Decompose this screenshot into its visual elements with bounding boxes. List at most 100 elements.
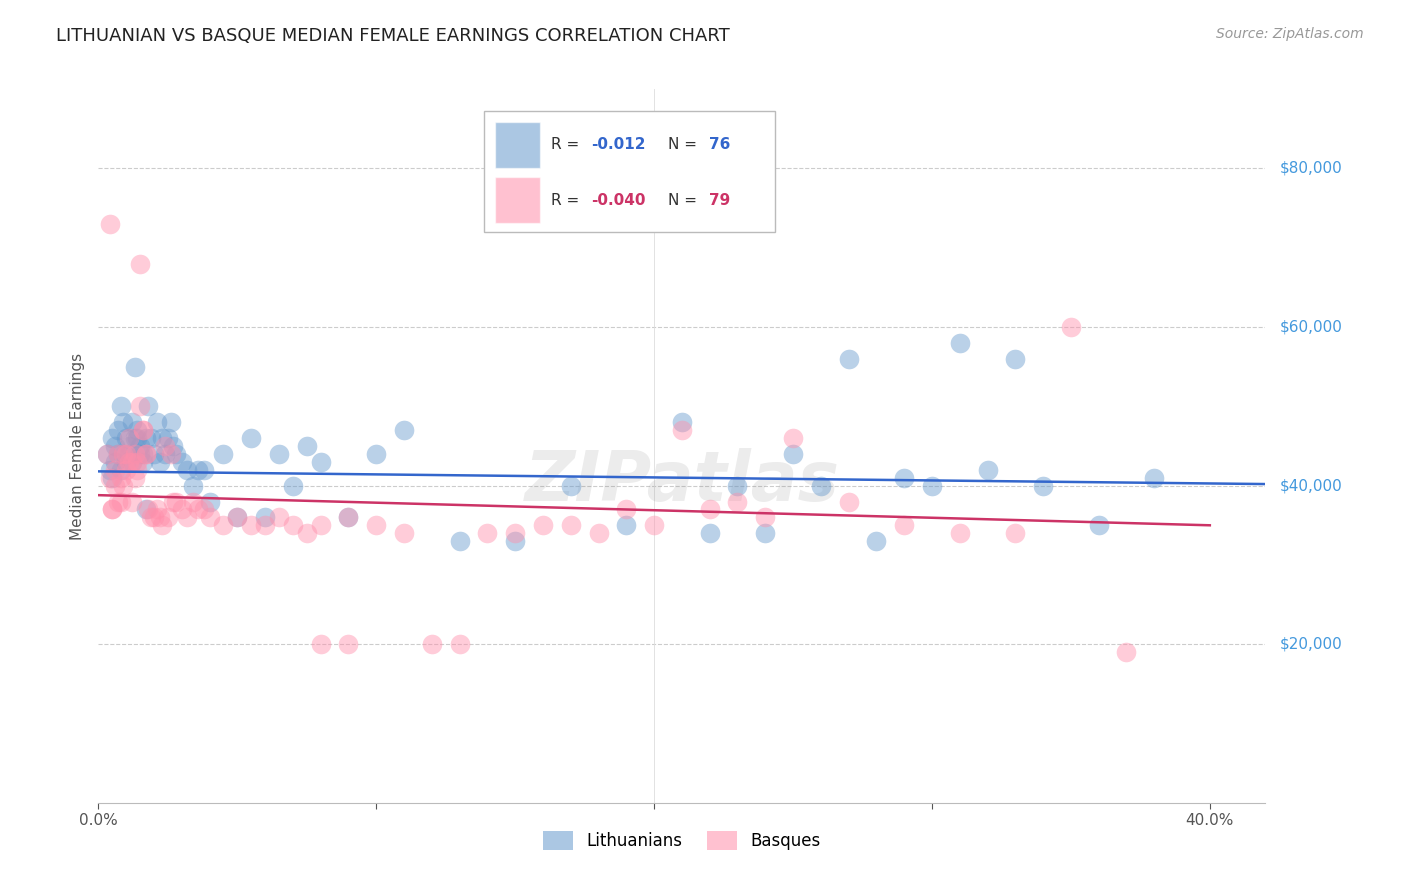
Point [129, 439, 152, 453]
Text: LITHUANIAN VS BASQUE MEDIAN FEMALE EARNINGS CORRELATION CHART: LITHUANIAN VS BASQUE MEDIAN FEMALE EARNI… [56, 27, 730, 45]
Point [181, 478, 204, 492]
Point [107, 494, 129, 508]
Text: R =: R = [551, 193, 585, 208]
Point [115, 463, 138, 477]
Text: -0.012: -0.012 [591, 137, 645, 152]
Point [141, 431, 163, 445]
Point [159, 415, 181, 429]
Point [449, 534, 471, 549]
Point [150, 431, 173, 445]
Point [129, 447, 152, 461]
Point [267, 510, 290, 524]
Point [181, 494, 204, 508]
Point [420, 637, 443, 651]
Point [838, 351, 860, 366]
Point [170, 502, 193, 516]
Point [531, 518, 554, 533]
Point [118, 431, 141, 445]
Point [267, 447, 290, 461]
Point [127, 455, 149, 469]
Point [110, 463, 132, 477]
Point [135, 502, 157, 516]
Point [1004, 526, 1026, 541]
Text: $20,000: $20,000 [1279, 637, 1343, 652]
Point [560, 518, 582, 533]
FancyBboxPatch shape [484, 111, 775, 232]
Point [309, 455, 332, 469]
Text: $80,000: $80,000 [1279, 161, 1343, 176]
Point [643, 518, 665, 533]
Point [98, 471, 121, 485]
Point [281, 518, 304, 533]
Point [107, 447, 129, 461]
Point [671, 423, 693, 437]
Point [101, 431, 124, 445]
Point [449, 637, 471, 651]
Point [1004, 351, 1026, 366]
Point [782, 431, 804, 445]
Point [148, 455, 170, 469]
Point [150, 518, 173, 533]
Point [101, 471, 124, 485]
Point [976, 463, 998, 477]
Point [366, 518, 388, 533]
Point [110, 494, 132, 508]
Point [115, 455, 138, 469]
Point [366, 447, 388, 461]
Point [503, 534, 526, 549]
Point [226, 510, 249, 524]
Point [337, 637, 360, 651]
Text: ZIPatlas: ZIPatlas [524, 448, 839, 516]
Point [921, 478, 943, 492]
Point [138, 400, 160, 414]
Point [1143, 471, 1166, 485]
Point [124, 359, 146, 374]
Point [153, 439, 176, 453]
Point [254, 518, 277, 533]
Point [153, 447, 176, 461]
Point [104, 478, 127, 492]
Point [198, 494, 221, 508]
Point [949, 335, 972, 350]
Point [193, 463, 215, 477]
Point [127, 423, 149, 437]
Point [124, 431, 146, 445]
Point [699, 526, 721, 541]
Point [240, 431, 263, 445]
Point [754, 526, 776, 541]
Point [165, 494, 187, 508]
Point [115, 431, 138, 445]
Point [127, 431, 149, 445]
Point [477, 526, 499, 541]
Point [212, 447, 235, 461]
Point [129, 400, 152, 414]
Point [96, 447, 118, 461]
Point [146, 415, 169, 429]
Point [148, 510, 170, 524]
Point [141, 510, 163, 524]
Point [295, 439, 318, 453]
Text: 79: 79 [709, 193, 730, 208]
Point [392, 423, 415, 437]
Point [295, 526, 318, 541]
FancyBboxPatch shape [495, 121, 540, 168]
Point [949, 526, 972, 541]
Point [1115, 645, 1137, 659]
Point [132, 455, 155, 469]
Point [121, 415, 143, 429]
Point [143, 510, 166, 524]
Point [143, 447, 166, 461]
Point [162, 439, 184, 453]
Point [810, 478, 832, 492]
Point [226, 510, 249, 524]
Point [121, 494, 143, 508]
Point [176, 463, 198, 477]
Point [121, 455, 143, 469]
Point [727, 494, 749, 508]
Point [699, 502, 721, 516]
Point [118, 447, 141, 461]
Point [240, 518, 263, 533]
Point [98, 463, 121, 477]
Point [146, 502, 169, 516]
Point [727, 478, 749, 492]
